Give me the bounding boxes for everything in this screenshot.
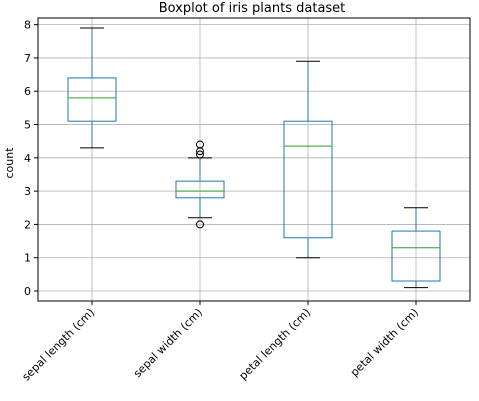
y-tick-label: 1 (24, 252, 31, 265)
plot-frame (37, 17, 471, 302)
y-tick-label: 0 (24, 285, 31, 298)
x-tick-label: sepal length (cm) (20, 306, 98, 384)
box-2 (175, 140, 225, 229)
x-tick-label: petal width (cm) (348, 306, 421, 379)
x-tick-label: sepal width (cm) (131, 306, 205, 380)
y-tick-label: 3 (24, 185, 31, 198)
outlier-point (196, 150, 204, 159)
y-tick-labels: 0 1 2 3 4 5 6 7 8 (24, 19, 38, 298)
y-axis-label: count (3, 147, 16, 179)
x-tick-label: petal length (cm) (237, 306, 314, 383)
outlier-point (196, 140, 204, 149)
iqr-box (391, 230, 441, 282)
chart-title: Boxplot of iris plants dataset (159, 1, 346, 16)
y-tick-label: 6 (24, 85, 31, 98)
box-1 (67, 27, 117, 149)
box-3 (283, 60, 333, 259)
box-4 (391, 207, 441, 289)
y-tick-label: 8 (24, 19, 31, 32)
y-tick-label: 7 (24, 52, 31, 65)
y-tick-label: 4 (24, 152, 31, 165)
iqr-box (67, 77, 117, 122)
outlier-point (196, 220, 204, 229)
x-tick-labels: sepal length (cm) sepal width (cm) petal l… (20, 301, 421, 384)
iqr-box (283, 120, 333, 239)
boxes (67, 27, 441, 289)
iqr-box (175, 180, 225, 199)
y-tick-label: 2 (24, 218, 31, 231)
y-tick-label: 5 (24, 119, 31, 132)
grid (38, 18, 470, 301)
